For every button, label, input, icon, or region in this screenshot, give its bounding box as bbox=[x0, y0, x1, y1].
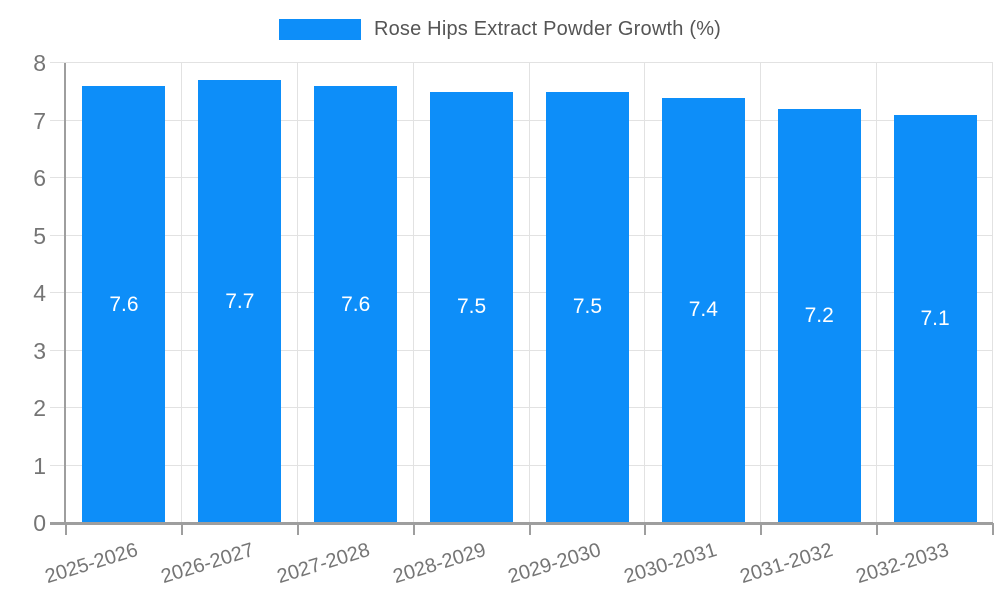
legend-swatch bbox=[278, 19, 361, 40]
y-tick bbox=[50, 349, 66, 351]
x-gridline bbox=[644, 63, 645, 523]
bar: 7.6 bbox=[314, 86, 398, 523]
bar: 7.4 bbox=[661, 97, 745, 523]
x-gridline bbox=[992, 63, 993, 523]
y-axis-tick-label: 7 bbox=[33, 107, 46, 134]
legend: Rose Hips Extract Powder Growth (%) bbox=[0, 18, 1000, 41]
y-tick bbox=[50, 292, 66, 293]
x-tick bbox=[760, 523, 762, 535]
bar-value-label: 7.1 bbox=[920, 306, 950, 330]
x-tick bbox=[181, 523, 183, 535]
y-tick bbox=[50, 62, 66, 63]
bar-value-label: 7.6 bbox=[341, 292, 371, 316]
x-gridline bbox=[529, 63, 530, 523]
x-gridline bbox=[413, 63, 414, 523]
y-axis-line bbox=[64, 63, 66, 524]
y-tick bbox=[50, 407, 66, 408]
bar: 7.5 bbox=[545, 91, 629, 523]
y-gridline bbox=[66, 62, 993, 63]
y-axis-tick-label: 0 bbox=[33, 510, 46, 536]
x-gridline bbox=[181, 63, 182, 523]
y-axis-tick-label: 2 bbox=[33, 395, 46, 421]
bar-value-label: 7.5 bbox=[456, 295, 487, 319]
x-gridline bbox=[297, 63, 298, 523]
bar: 7.6 bbox=[82, 86, 166, 523]
x-axis-line bbox=[50, 522, 993, 525]
bar: 7.5 bbox=[430, 91, 514, 523]
x-tick bbox=[413, 523, 415, 535]
y-axis-tick-label: 3 bbox=[33, 337, 46, 364]
y-tick bbox=[50, 234, 66, 236]
x-tick bbox=[644, 523, 646, 535]
y-tick bbox=[50, 119, 66, 121]
x-tick bbox=[529, 523, 531, 535]
y-axis-tick-label: 4 bbox=[33, 280, 46, 306]
y-tick bbox=[50, 177, 66, 178]
x-gridline bbox=[876, 63, 877, 523]
x-gridline bbox=[760, 63, 761, 523]
bar: 7.7 bbox=[198, 80, 282, 523]
y-axis-tick-label: 8 bbox=[33, 50, 46, 76]
x-tick bbox=[992, 523, 994, 535]
bar-value-label: 7.6 bbox=[109, 292, 139, 316]
y-tick bbox=[50, 464, 66, 466]
bar-value-label: 7.7 bbox=[225, 289, 255, 313]
x-tick bbox=[65, 523, 67, 535]
bar-value-label: 7.4 bbox=[688, 298, 718, 322]
bar: 7.2 bbox=[777, 109, 861, 523]
y-axis-tick-label: 1 bbox=[33, 452, 46, 479]
y-axis-tick-label: 6 bbox=[33, 165, 46, 191]
x-tick bbox=[297, 523, 299, 535]
x-tick bbox=[876, 523, 878, 535]
y-axis-tick-label: 5 bbox=[33, 222, 46, 249]
plot-area: 0 1 2 3 4 5 6 7 8 7.6 2025-2026 7.7 2026-2027 7.6 2027… bbox=[33, 50, 994, 588]
bar-value-label: 7.5 bbox=[572, 295, 603, 319]
bar-value-label: 7.2 bbox=[804, 304, 834, 327]
bar: 7.1 bbox=[893, 114, 977, 523]
legend-label: Rose Hips Extract Powder Growth (%) bbox=[373, 18, 722, 40]
